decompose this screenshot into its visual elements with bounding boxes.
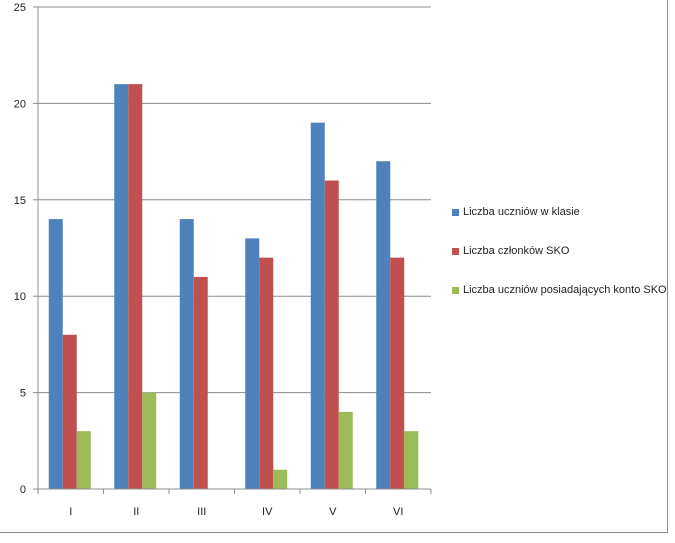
x-tick-label: VI (393, 506, 403, 518)
legend-swatch-members (452, 248, 459, 255)
bar (76, 431, 91, 489)
bar (114, 84, 129, 490)
bar (376, 161, 391, 490)
chart-frame (0, 0, 668, 533)
bar (404, 431, 419, 489)
bar (128, 84, 143, 490)
y-tick-label: 10 (14, 291, 26, 303)
legend-label-members: Liczba członków SKO (463, 245, 570, 257)
y-tick-label: 15 (14, 195, 26, 207)
legend-swatch-account-holders (452, 287, 459, 294)
legend-item-account-holders: Liczba uczniów posiadających konto SKO (452, 283, 667, 298)
bar (259, 257, 274, 489)
legend-item-students: Liczba uczniów w klasie (452, 205, 667, 220)
legend-label-students: Liczba uczniów w klasie (463, 206, 580, 218)
x-tick-label: II (133, 506, 139, 518)
bar (273, 469, 288, 489)
legend-swatch-students (452, 209, 459, 216)
x-tick-label: I (69, 506, 72, 518)
bars (48, 84, 419, 490)
bar (62, 334, 77, 489)
axes (33, 6, 432, 494)
bar (310, 122, 325, 490)
legend: Liczba uczniów w klasie Liczba członków … (452, 205, 667, 322)
bar (245, 238, 260, 489)
y-tick-label: 0 (20, 484, 26, 496)
bar (390, 257, 405, 489)
x-tick-label: IV (262, 506, 273, 518)
gridlines (38, 6, 431, 490)
bar (193, 276, 208, 489)
legend-item-members: Liczba członków SKO (452, 244, 667, 259)
legend-label-account-holders: Liczba uczniów posiadających konto SKO (463, 284, 667, 296)
x-tick-label: III (197, 506, 206, 518)
y-tick-label: 5 (20, 388, 26, 400)
x-tick-label: V (329, 506, 337, 518)
bar (48, 219, 63, 489)
y-tick-label: 25 (14, 2, 26, 14)
bar (179, 219, 194, 489)
bar (338, 411, 353, 489)
y-tick-label: 20 (14, 98, 26, 110)
bar (324, 180, 339, 489)
bar (142, 392, 157, 489)
